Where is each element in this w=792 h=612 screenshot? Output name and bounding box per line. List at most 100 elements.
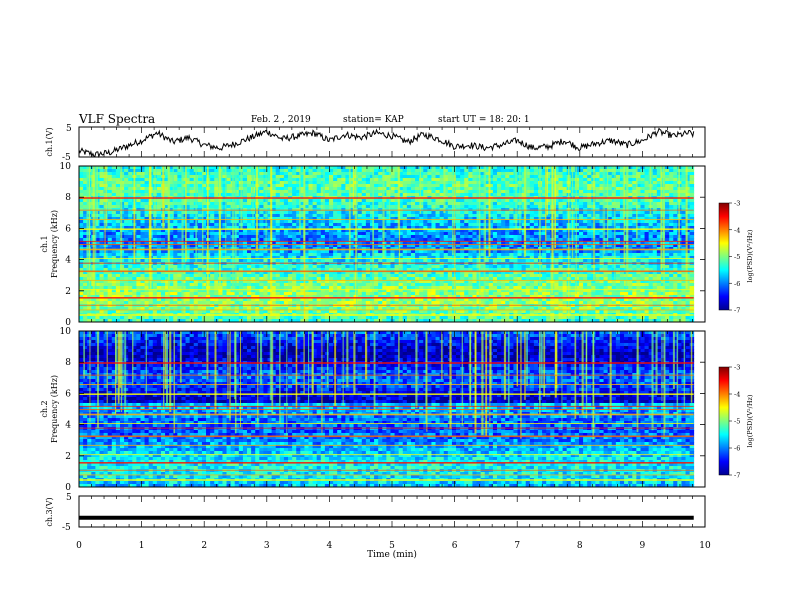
ch1-spec-cell: [152, 235, 158, 239]
ch1-spec-cell: [611, 226, 617, 230]
ch1-spec-cell: [501, 241, 506, 245]
ch1-spec-cell: [410, 244, 416, 248]
ch1-spec-cell: [574, 172, 580, 176]
ch1-spec-cell: [456, 241, 461, 245]
ch1-spec-cell: [464, 256, 469, 260]
ch1-spec-cell: [165, 226, 170, 230]
ch1-spec-cell: [156, 256, 162, 260]
ch1-spec-cell: [341, 253, 346, 257]
ch1-spec-cell: [619, 259, 625, 263]
ch1-spec-cell: [320, 256, 326, 260]
ch1-spec-cell: [337, 244, 342, 248]
ch1-spec-cell: [300, 250, 305, 254]
ch1-spec-cell: [599, 211, 604, 215]
ch1-spec-cell: [423, 238, 428, 242]
ch1-spec-cell: [460, 238, 465, 242]
ch1-spec-cell: [107, 205, 113, 209]
ch1-spec-cell: [648, 262, 654, 266]
ch1-spec-cell: [644, 178, 650, 182]
ch1-spec-cell: [119, 250, 125, 254]
ch1-spec-cell: [177, 214, 182, 218]
ch1-spec-cell: [201, 172, 207, 176]
ch1-spec-cell: [136, 172, 141, 176]
ch1-spec-cell: [402, 262, 408, 266]
ch1-spec-cell: [136, 205, 141, 209]
ch1-spec-cell: [300, 202, 305, 206]
ch1-spec-cell: [554, 259, 559, 263]
ch1-spec-cell: [337, 232, 342, 236]
ch1-spec-cell: [607, 253, 613, 257]
ch1-spec-cell: [427, 217, 432, 221]
ch1-spec-cell: [259, 256, 264, 260]
ch1-spec-cell: [189, 172, 195, 176]
ch1-spec-cell: [607, 211, 613, 215]
ch1-spec-cell: [464, 205, 469, 209]
ch1-spec-cell: [316, 193, 322, 197]
ch1-spec-cell: [328, 178, 334, 182]
ch1-spec-cell: [79, 214, 84, 218]
ch1-spec-cell: [128, 175, 133, 179]
ch1-spec-cell: [79, 244, 84, 248]
ch1-spec-cell: [349, 226, 354, 230]
ch1-spec-cell: [210, 226, 215, 230]
ch1-spec-cell: [574, 184, 580, 188]
ch1-spec-cell: [144, 205, 150, 209]
ch1-spec-cell: [628, 169, 633, 173]
ch1-spec-cell: [497, 220, 502, 224]
ch1-spec-cell: [365, 172, 371, 176]
ch1-spec-cell: [222, 202, 227, 206]
ch1-voltage-line: [78, 127, 695, 159]
ch1-spec-cell: [574, 214, 580, 218]
ch1-spec-cell: [669, 166, 674, 170]
ch1-spec-cell: [160, 229, 166, 233]
ch1-spec-cell: [115, 232, 121, 236]
ch1-spec-cell: [558, 250, 563, 254]
ch1-spec-cell: [300, 211, 305, 215]
ch1-spec-cell: [242, 199, 248, 203]
ch1-spec-cell: [394, 229, 400, 233]
ch1-spec-cell: [640, 220, 645, 224]
ch1-spec-cell: [423, 250, 428, 254]
ch1-spec-cell: [394, 223, 400, 227]
ch1-spec-cell: [234, 166, 240, 170]
ch1-spec-cell: [447, 259, 453, 263]
ch1-spec-cell: [107, 262, 113, 266]
ch1-spec-cell: [599, 193, 604, 197]
ch1-spec-cell: [615, 223, 621, 227]
ch1-spec-cell: [632, 175, 637, 179]
ch1-spec-cell: [476, 262, 482, 266]
ch1-spec-cell: [619, 199, 625, 203]
ch1-spec-cell: [505, 217, 510, 221]
ch1-spec-cell: [435, 178, 441, 182]
ch1-spec-cell: [632, 193, 637, 197]
ch1-spec-cell: [415, 244, 420, 248]
ch1-spec-cell: [685, 190, 691, 194]
ch1-spec-cell: [497, 175, 502, 179]
ch1-spec-cell: [279, 259, 285, 263]
ch1-spec-cell: [320, 262, 326, 266]
ch1-spec-cell: [472, 259, 477, 263]
ch1-spec-cell: [443, 193, 449, 197]
ch1-spec-cell: [378, 202, 383, 206]
ch1-spec-cell: [488, 226, 494, 230]
ch1-spec-cell: [259, 205, 264, 209]
ch1-spec-cell: [603, 229, 609, 233]
ch1-spec-cell: [103, 223, 109, 227]
ch1-spec-cell: [296, 193, 301, 197]
ch1-spec-cell: [275, 232, 281, 236]
ch1-spec-cell: [423, 166, 428, 170]
ch1-spec-cell: [472, 190, 477, 194]
ch1-spec-cell: [304, 193, 309, 197]
ch1-spec-cell: [599, 259, 604, 263]
ch1-spec-cell: [374, 244, 379, 248]
ch1-spec-cell: [480, 238, 486, 242]
ch1-spec-cell: [427, 169, 432, 173]
ch1-spec-cell: [640, 202, 645, 206]
ch1-spec-cell: [415, 193, 420, 197]
ch1-spec-cell: [578, 190, 584, 194]
ch1-spec-cell: [587, 235, 592, 239]
ch1-spec-cell: [296, 223, 301, 227]
ch1-spec-cell: [312, 262, 318, 266]
ch1-spec-cell: [456, 262, 461, 266]
ch1-spec-cell: [144, 169, 150, 173]
